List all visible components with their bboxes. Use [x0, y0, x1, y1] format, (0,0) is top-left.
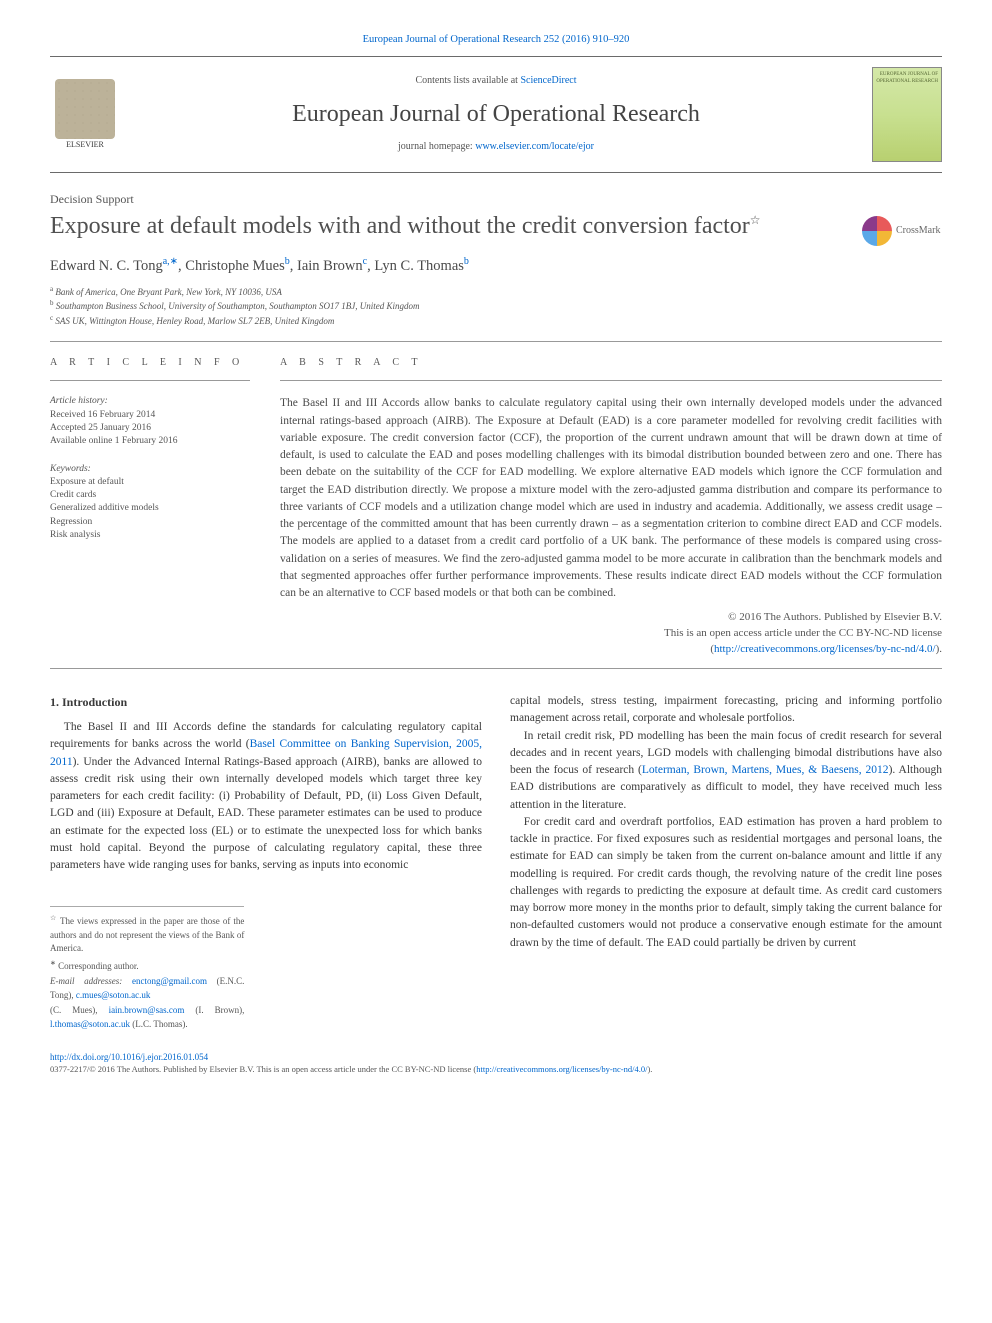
- license-link[interactable]: http://creativecommons.org/licenses/by-n…: [714, 643, 936, 655]
- sciencedirect-link[interactable]: ScienceDirect: [520, 75, 576, 86]
- divider: [50, 668, 942, 669]
- author-list: Edward N. C. Tonga,∗, Christophe Muesb, …: [50, 255, 942, 276]
- doi-link[interactable]: http://dx.doi.org/10.1016/j.ejor.2016.01…: [50, 1052, 208, 1062]
- title-footnote-mark: ☆: [750, 213, 761, 227]
- body-paragraph: In retail credit risk, PD modelling has …: [510, 728, 942, 814]
- email-link[interactable]: l.thomas@soton.ac.uk: [50, 1019, 130, 1029]
- license-link[interactable]: http://creativecommons.org/licenses/by-n…: [476, 1064, 647, 1074]
- article-history: Article history: Received 16 February 20…: [50, 395, 250, 448]
- body-columns: 1. Introduction The Basel II and III Acc…: [50, 693, 942, 1031]
- abstract-text: The Basel II and III Accords allow banks…: [280, 395, 942, 602]
- body-paragraph: For credit card and overdraft portfolios…: [510, 814, 942, 952]
- email-link[interactable]: iain.brown@sas.com: [109, 1005, 185, 1015]
- divider: [280, 380, 942, 381]
- crossmark-icon: [862, 216, 892, 246]
- body-paragraph: The Basel II and III Accords define the …: [50, 719, 482, 874]
- article-info-column: a r t i c l e i n f o Article history: R…: [50, 356, 250, 658]
- article-info-heading: a r t i c l e i n f o: [50, 356, 250, 370]
- crossmark-badge[interactable]: CrossMark: [862, 211, 942, 251]
- email-link[interactable]: enctong@gmail.com: [132, 976, 207, 986]
- article-title: Exposure at default models with and with…: [50, 211, 846, 241]
- section-heading: 1. Introduction: [50, 693, 482, 711]
- author-aff-link[interactable]: b: [285, 256, 290, 267]
- author-aff-link[interactable]: c: [363, 256, 367, 267]
- abstract-column: a b s t r a c t The Basel II and III Acc…: [280, 356, 942, 658]
- running-header: European Journal of Operational Research…: [50, 30, 942, 48]
- abstract-copyright: © 2016 The Authors. Published by Elsevie…: [280, 610, 942, 658]
- doi-line: http://dx.doi.org/10.1016/j.ejor.2016.01…: [50, 1051, 942, 1064]
- journal-header: ELSEVIER Contents lists available at Sci…: [50, 56, 942, 173]
- footnotes: ☆ The views expressed in the paper are t…: [50, 906, 244, 1031]
- section-label: Decision Support: [50, 191, 942, 208]
- citation-link[interactable]: Loterman, Brown, Martens, Mues, & Baesen…: [642, 764, 889, 776]
- email-link[interactable]: c.mues@soton.ac.uk: [76, 990, 151, 1000]
- crossmark-label: CrossMark: [896, 224, 940, 238]
- journal-ref-link[interactable]: European Journal of Operational Research…: [363, 34, 630, 45]
- journal-homepage: journal homepage: www.elsevier.com/locat…: [120, 140, 872, 154]
- keywords: Keywords: Exposure at default Credit car…: [50, 463, 250, 543]
- author-aff-link[interactable]: a,∗: [163, 256, 178, 267]
- contents-line: Contents lists available at ScienceDirec…: [120, 74, 872, 88]
- journal-title: European Journal of Operational Research: [120, 98, 872, 132]
- body-paragraph: capital models, stress testing, impairme…: [510, 693, 942, 728]
- elsevier-tree-icon: [55, 79, 115, 139]
- homepage-link[interactable]: www.elsevier.com/locate/ejor: [475, 141, 594, 152]
- abstract-heading: a b s t r a c t: [280, 356, 942, 370]
- elsevier-logo: ELSEVIER: [50, 74, 120, 154]
- divider: [50, 341, 942, 342]
- journal-cover-thumbnail: EUROPEAN JOURNAL OF OPERATIONAL RESEARCH: [872, 67, 942, 162]
- author-aff-link[interactable]: b: [464, 256, 469, 267]
- copyright-footer: 0377-2217/© 2016 The Authors. Published …: [50, 1064, 942, 1076]
- affiliations: a Bank of America, One Bryant Park, New …: [50, 285, 942, 328]
- divider: [50, 380, 250, 381]
- elsevier-label: ELSEVIER: [66, 139, 104, 150]
